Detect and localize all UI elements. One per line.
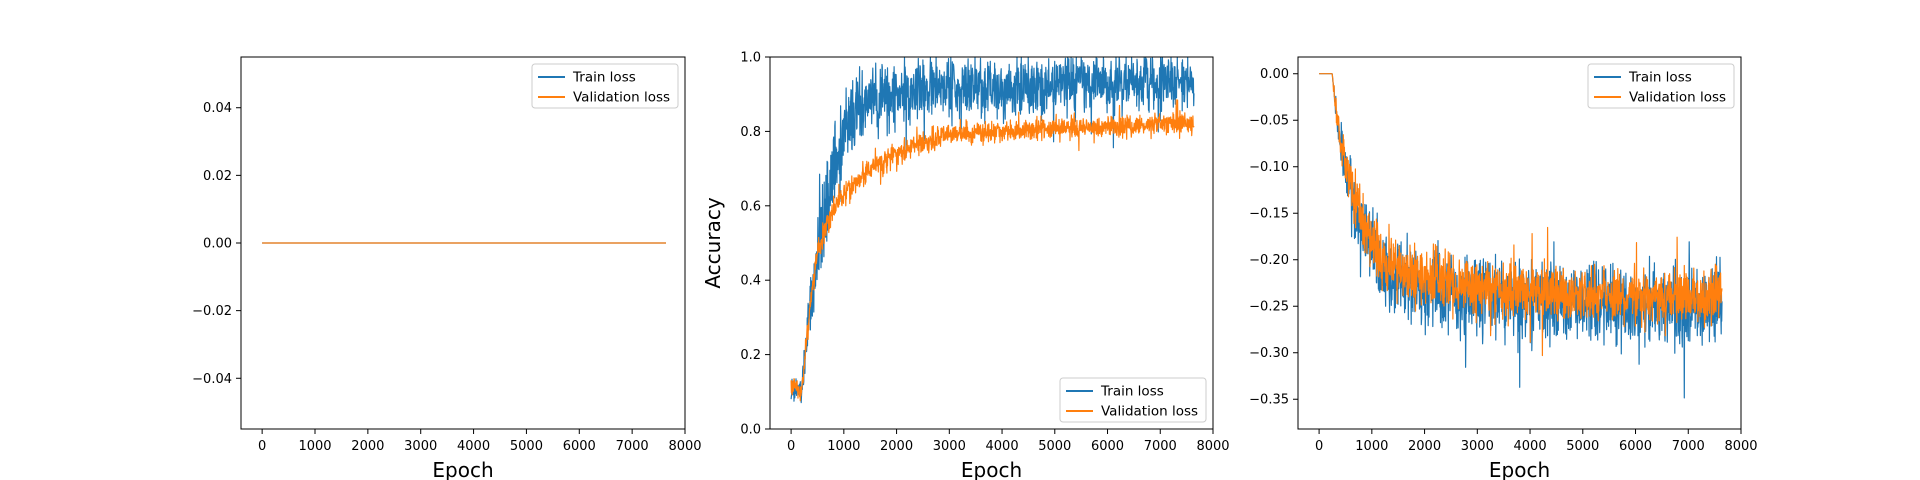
x-axis-label: Epoch (961, 458, 1022, 480)
x-tick-label: 5000 (1566, 439, 1599, 454)
x-tick-label: 0 (1315, 439, 1323, 454)
legend-label: Train loss (1628, 70, 1692, 86)
x-axis-label: Epoch (1489, 458, 1550, 480)
y-tick-label: 0.2 (740, 348, 761, 363)
y-tick-label: −0.05 (1249, 114, 1289, 129)
y-tick-label: 0.00 (1260, 67, 1289, 82)
y-tick-label: 1.0 (740, 51, 761, 66)
x-tick-label: 8000 (1724, 439, 1757, 454)
legend-box (1587, 63, 1735, 109)
plot-frame (1297, 56, 1742, 430)
x-tick-label: 1000 (298, 439, 331, 454)
x-tick-label: 6000 (1091, 439, 1124, 454)
x-tick-label: 2000 (1408, 439, 1441, 454)
legend-label: Validation loss (1101, 404, 1198, 420)
x-tick-label: 3000 (404, 439, 437, 454)
legend-label: Train loss (1100, 384, 1164, 400)
y-tick-label: 0.02 (203, 169, 232, 184)
x-axis-label: Epoch (432, 458, 493, 480)
x-tick-label: 2000 (351, 439, 384, 454)
x-tick-label: 4000 (986, 439, 1019, 454)
series-line-validation (790, 99, 1195, 402)
plot-area (770, 57, 1213, 429)
y-tick-label: 0.04 (203, 101, 232, 116)
x-tick-label: 4000 (1514, 439, 1547, 454)
y-tick-label: −0.02 (192, 304, 232, 319)
y-tick-label: 0.8 (740, 125, 761, 140)
legend-label: Validation loss (1629, 90, 1726, 106)
x-tick-label: 8000 (668, 439, 701, 454)
y-tick-label: 0.00 (203, 237, 232, 252)
x-tick-label: 4000 (457, 439, 490, 454)
legend-label: Validation loss (573, 90, 670, 106)
chart-panel-2: 0 1000 2000 3000 4000 5000 6000 7000 8000 0.0 0.2 0… (701, 51, 1230, 480)
x-tick-label: 3000 (933, 439, 966, 454)
x-tick-label: 7000 (616, 439, 649, 454)
y-tick-label: 0.0 (740, 423, 761, 438)
x-tick-label: 6000 (563, 439, 596, 454)
legend: Train loss Validation loss (1059, 377, 1207, 423)
y-tick-label: −0.10 (1249, 160, 1289, 175)
y-tick-label: −0.35 (1249, 393, 1289, 408)
x-tick-label: 3000 (1461, 439, 1494, 454)
y-tick-label: −0.20 (1249, 253, 1289, 268)
y-tick-label: −0.15 (1249, 207, 1289, 222)
y-tick-label: −0.25 (1249, 300, 1289, 315)
chart-panel-3: 0 1000 2000 3000 4000 5000 6000 7000 8000 −0.35 −0… (1249, 56, 1758, 480)
chart-panel-1: 0 1000 2000 3000 4000 5000 6000 7000 8000 −0.04 −0… (192, 56, 702, 480)
y-axis-label: Accuracy (701, 197, 725, 288)
x-tick-label: 0 (258, 439, 266, 454)
y-tick-label: −0.30 (1249, 346, 1289, 361)
x-tick-label: 7000 (1672, 439, 1705, 454)
plot-frame (769, 56, 1214, 430)
series-line-train (790, 57, 1195, 404)
legend: Train loss Validation loss (531, 63, 679, 109)
legend-box (1059, 377, 1207, 423)
y-tick-label: 0.6 (740, 199, 761, 214)
x-tick-label: 8000 (1196, 439, 1229, 454)
y-tick-label: −0.04 (192, 372, 232, 387)
legend-label: Train loss (572, 70, 636, 86)
y-tick-label: 0.4 (740, 274, 761, 289)
series-line-validation (1318, 73, 1723, 357)
x-tick-label: 5000 (1038, 439, 1071, 454)
x-tick-label: 7000 (1144, 439, 1177, 454)
legend-box (531, 63, 679, 109)
x-tick-label: 6000 (1619, 439, 1652, 454)
x-tick-label: 1000 (827, 439, 860, 454)
x-tick-label: 2000 (880, 439, 913, 454)
x-tick-label: 5000 (510, 439, 543, 454)
legend: Train loss Validation loss (1587, 63, 1735, 109)
x-tick-label: 0 (787, 439, 795, 454)
x-tick-label: 1000 (1355, 439, 1388, 454)
